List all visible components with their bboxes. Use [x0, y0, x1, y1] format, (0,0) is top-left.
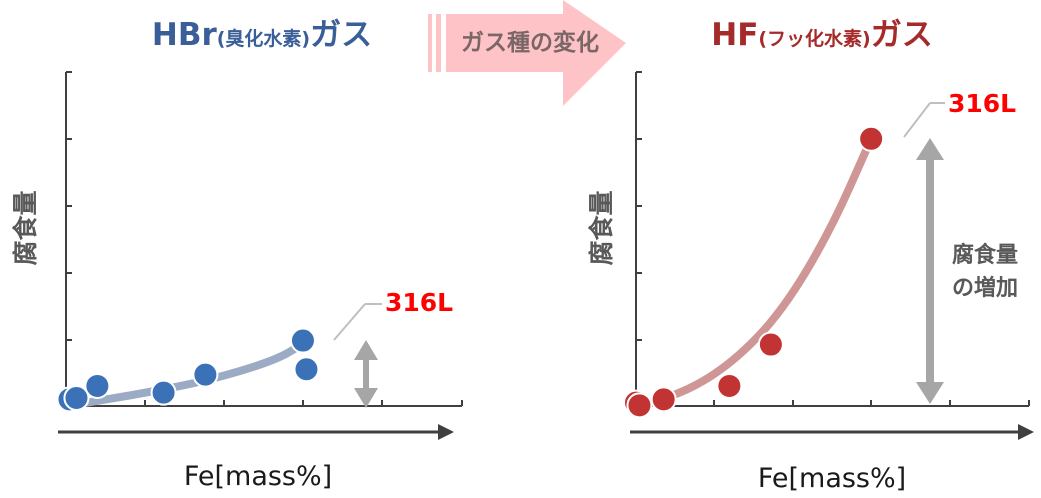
hbr-title-sub: (臭化水素) [217, 27, 310, 50]
hbr-x-arrow-head [438, 424, 454, 440]
hf-title-main: HF [711, 17, 758, 53]
hf-data-point [626, 392, 653, 419]
hbr-callout-line-1 [333, 303, 366, 341]
hf-data-point [650, 386, 677, 413]
hbr-data-point [63, 384, 90, 411]
hf-x-arrow-head [1018, 424, 1034, 440]
hbr-title: HBr(臭化水素)ガス [152, 17, 372, 53]
hbr-data-point [150, 379, 177, 406]
gas-change-banner: ガス種の変化 [428, 0, 626, 106]
hf-316l-label: 316L [948, 89, 1016, 118]
hbr-points-layer [56, 327, 320, 413]
hf-increase-note-line1: 腐食量 [952, 242, 1018, 268]
hf-title-sub: (フッ化水素) [758, 27, 870, 50]
hf-trend-line [632, 134, 876, 410]
hf-arrow-head-down [916, 382, 944, 404]
hbr-ylabel: 腐食量 [11, 190, 40, 265]
hf-xlabel: Fe[mass%] [758, 463, 906, 494]
banner-label: ガス種の変化 [461, 29, 599, 56]
banner-stripe-2 [436, 14, 441, 72]
hf-ylabel: 腐食量 [587, 190, 616, 265]
hf-callout-line-1 [903, 102, 931, 138]
hbr-data-point [192, 361, 219, 388]
hf-title: HF(フッ化水素)ガス [711, 17, 933, 53]
hf-data-point [858, 125, 885, 152]
hf-increase-arrow [916, 138, 944, 404]
hbr-316l-label: 316L [385, 288, 453, 317]
hf-arrow-head-up [916, 138, 944, 160]
hbr-arrow-head-up [354, 340, 378, 360]
banner-arrow [446, 0, 626, 106]
hf-data-point [757, 331, 784, 358]
hbr-data-point [84, 372, 111, 399]
hf-data-point [716, 372, 743, 399]
chart-hbr: HBr(臭化水素)ガス Fe[mass%] 腐食量 316L [11, 17, 463, 492]
chart-hf: HF(フッ化水素)ガス Fe[mass%] 腐食量 316L 腐食量 の増加 [587, 17, 1034, 494]
hbr-data-point [293, 356, 320, 383]
hbr-arrow-head-down [354, 388, 378, 408]
hf-points-layer [623, 125, 885, 419]
hbr-axes [65, 71, 463, 407]
hbr-title-tail: ガス [310, 17, 372, 53]
hbr-xlabel: Fe[mass%] [184, 461, 332, 492]
hbr-data-point [289, 327, 316, 354]
hf-trend-layer [632, 134, 876, 410]
hf-title-tail: ガス [871, 17, 933, 53]
banner-stripe-1 [428, 14, 432, 72]
hf-increase-note-line2: の増加 [952, 275, 1018, 301]
hbr-increase-arrow [354, 340, 378, 408]
hf-axes [635, 71, 1030, 407]
hbr-title-main: HBr [152, 17, 218, 53]
